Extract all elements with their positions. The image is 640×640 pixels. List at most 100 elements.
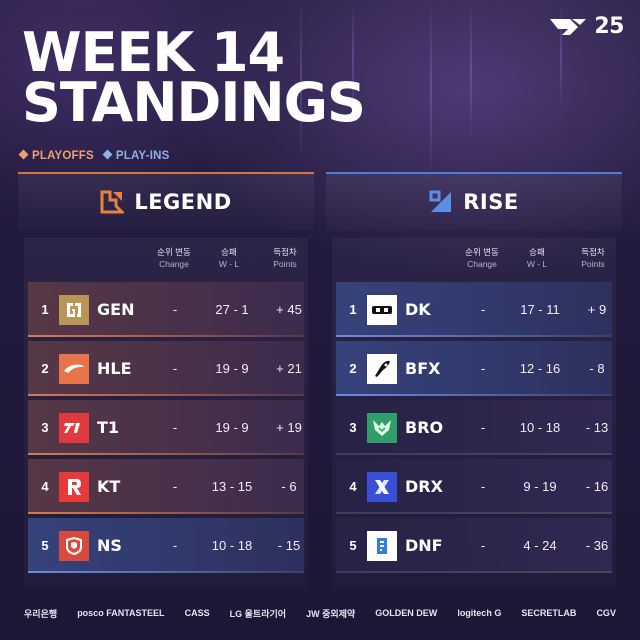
col-points: 득점차 Points: [260, 246, 310, 270]
win-loss: 19 - 9: [215, 361, 249, 376]
diamond-icon: [102, 149, 113, 160]
col-change: 순위 변동 Change: [462, 246, 502, 270]
lck-wing-icon: [550, 18, 587, 35]
points-diff: - 8: [589, 361, 605, 376]
points-diff: + 45: [276, 302, 302, 317]
season-number: 25: [594, 14, 624, 39]
sponsor-logo: logitech G: [457, 608, 502, 618]
sponsor-logo: posco FANTASTEEL: [77, 608, 165, 618]
rank-change: -: [480, 420, 486, 435]
sponsor-logo: CGV: [596, 608, 616, 618]
table-row: 3 BRO - 10 - 18 - 13: [336, 400, 612, 455]
col-points-ko: 득점차: [581, 247, 605, 257]
table-row: 4 DRX - 9 - 19 - 16: [336, 459, 612, 514]
col-wl-ko: 승패: [529, 247, 545, 257]
team-name: DK: [405, 300, 431, 319]
points-diff: + 9: [587, 302, 607, 317]
sponsor-logo: CASS: [184, 608, 210, 618]
legend-playoffs-label: PLAYOFFS: [32, 150, 94, 162]
table-row: 5 DNF - 4 - 24 - 36: [336, 518, 612, 573]
team-name: NS: [97, 536, 122, 555]
col-change-en: Change: [467, 259, 497, 269]
rank-change: -: [480, 538, 486, 553]
standings-table: 순위 변동 Change 승패 W - L 득점차 Points 1 DK - …: [332, 238, 616, 588]
dnf-logo-icon: [367, 530, 397, 561]
table-row: 4 KT - 13 - 15 - 6: [28, 459, 304, 514]
col-wl-en: W - L: [218, 259, 240, 269]
team-name: BRO: [405, 418, 444, 437]
sponsor-logo: GOLDEN DEW: [375, 608, 438, 618]
page-title: WEEK 14 STANDINGS: [22, 26, 366, 134]
win-loss: 9 - 19: [523, 479, 557, 494]
rank: 3: [41, 420, 49, 435]
col-change-ko: 순위 변동: [157, 247, 191, 257]
col-wl-en: W - L: [526, 259, 548, 269]
points-diff: - 6: [281, 479, 297, 494]
points-diff: + 19: [276, 420, 302, 435]
table-row: 2 HLE - 19 - 9 + 21: [28, 341, 304, 396]
group-header: RISE: [326, 172, 622, 230]
win-loss: 12 - 16: [519, 361, 561, 376]
bfx-logo-icon: [367, 353, 397, 384]
diamond-icon: [18, 149, 29, 160]
win-loss: 10 - 18: [519, 420, 561, 435]
legend-playins: PLAY-INS: [102, 149, 170, 162]
t1-logo-icon: [59, 412, 89, 443]
col-points-en: Points: [273, 259, 297, 269]
table-row: 1 GEN - 27 - 1 + 45: [28, 282, 304, 337]
sponsor-logo: 우리은행: [24, 608, 58, 619]
sponsor-bar: 우리은행 posco FANTASTEEL CASS LG 울트라기어 JW 중…: [0, 600, 640, 626]
brand-mark: 25: [548, 14, 624, 39]
col-change-ko: 순위 변동: [465, 247, 499, 257]
legend-group-icon: [100, 190, 125, 214]
rank: 1: [349, 302, 357, 317]
col-wl-ko: 승패: [221, 247, 237, 257]
rank-change: -: [172, 538, 178, 553]
sponsor-logo: SECRETLAB: [521, 608, 577, 618]
team-name: HLE: [97, 359, 132, 378]
col-wl: 승패 W - L: [512, 246, 562, 270]
rank: 2: [41, 361, 49, 376]
col-change: 순위 변동 Change: [154, 246, 194, 270]
rank-change: -: [172, 420, 178, 435]
col-points-ko: 득점차: [273, 247, 297, 257]
win-loss: 10 - 18: [211, 538, 253, 553]
team-name: DNF: [405, 536, 443, 555]
win-loss: 27 - 1: [215, 302, 249, 317]
col-change-en: Change: [159, 259, 189, 269]
table-row: 2 BFX - 12 - 16 - 8: [336, 341, 612, 396]
hle-logo-icon: [59, 353, 89, 384]
win-loss: 4 - 24: [523, 538, 557, 553]
sponsor-logo: JW 중외제약: [306, 608, 356, 619]
rank: 4: [349, 479, 357, 494]
rise-group-icon: [429, 190, 452, 212]
rank-change: -: [172, 479, 178, 494]
title-line-2: STANDINGS: [22, 71, 366, 134]
bro-logo-icon: [367, 412, 397, 443]
dk-logo-icon: [367, 294, 397, 325]
team-name: BFX: [405, 359, 441, 378]
rank-change: -: [480, 479, 486, 494]
col-points: 득점차 Points: [568, 246, 618, 270]
qualification-legend: PLAYOFFS PLAY-INS: [18, 149, 170, 162]
kt-logo-icon: [59, 471, 89, 502]
rank-change: -: [480, 302, 486, 317]
win-loss: 19 - 9: [215, 420, 249, 435]
team-name: T1: [97, 418, 120, 437]
legend-group-panel: LEGEND 순위 변동 Change 승패 W - L 득점차 Points …: [18, 172, 314, 590]
legend-playoffs: PLAYOFFS: [18, 149, 94, 162]
rank: 1: [41, 302, 49, 317]
team-name: DRX: [405, 477, 443, 496]
rank: 5: [41, 538, 49, 553]
win-loss: 13 - 15: [211, 479, 253, 494]
table-row: 3 T1 - 19 - 9 + 19: [28, 400, 304, 455]
team-name: GEN: [97, 300, 135, 319]
rank-change: -: [480, 361, 486, 376]
points-diff: - 15: [277, 538, 301, 553]
col-points-en: Points: [581, 259, 605, 269]
col-wl: 승패 W - L: [204, 246, 254, 270]
points-diff: - 13: [585, 420, 609, 435]
team-name: KT: [97, 477, 121, 496]
group-name: LEGEND: [134, 190, 232, 214]
rank: 5: [349, 538, 357, 553]
